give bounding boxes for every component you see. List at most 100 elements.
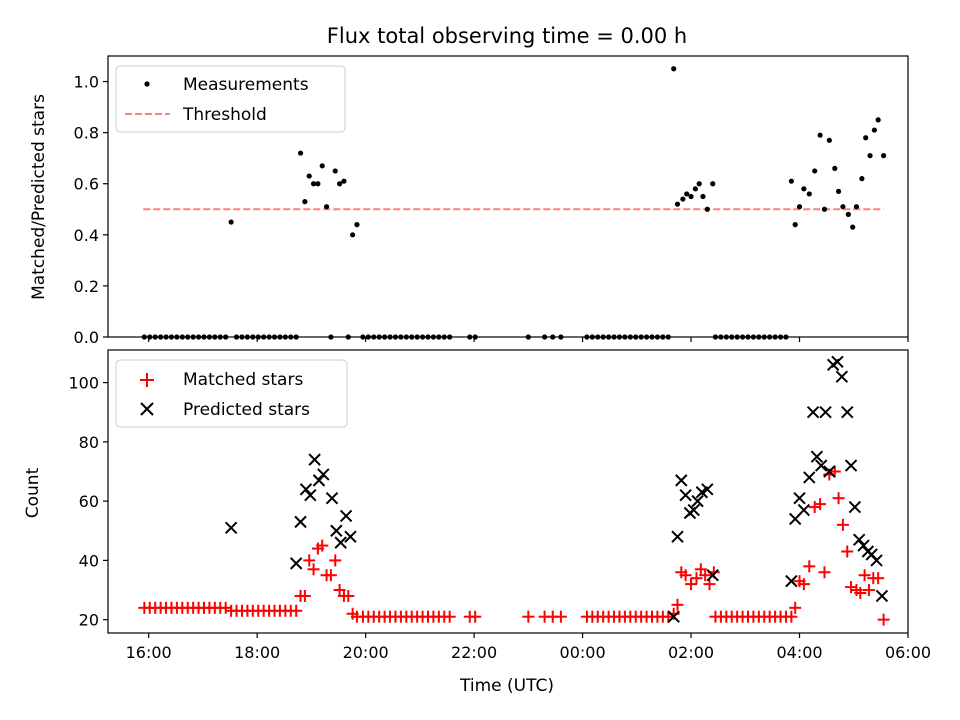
y-tick-label: 1.0 xyxy=(74,73,99,92)
measurement-point xyxy=(688,193,694,200)
measurement-point xyxy=(826,137,832,143)
measurement-point xyxy=(674,201,681,207)
measurement-point xyxy=(228,219,234,225)
predicted-star-marker xyxy=(334,536,347,549)
y-tick-label: 20 xyxy=(79,611,99,630)
measurement-point xyxy=(859,176,865,182)
x-tick-label: 16:00 xyxy=(126,643,172,662)
x-tick-label: 02:00 xyxy=(668,643,714,662)
predicted-star-marker xyxy=(701,483,714,496)
matched-star-marker xyxy=(845,581,858,594)
x-tick-label: 18:00 xyxy=(234,643,280,662)
measurement-point xyxy=(671,66,677,72)
matched-star-marker xyxy=(522,610,535,623)
measurement-point xyxy=(310,181,317,187)
matched-star-marker xyxy=(469,610,482,623)
predicted-star-marker xyxy=(823,465,836,478)
measurement-point xyxy=(832,165,838,171)
legend-label-threshold: Threshold xyxy=(182,105,267,125)
predicted-star-marker xyxy=(294,515,307,529)
bottom-y-axis-label: Count xyxy=(23,467,43,518)
y-tick-label: 100 xyxy=(68,374,99,393)
matched-star-marker xyxy=(808,501,821,514)
legend-marker-predicted xyxy=(140,402,154,416)
predicted-star-marker xyxy=(785,574,798,588)
plot-frame xyxy=(107,55,909,338)
matched-star-marker xyxy=(797,578,810,591)
matched-star-marker xyxy=(841,545,854,558)
top-panel: 0.0 0.2 0.4 0.6 0.8 1.0 Matched/Predicted sta… xyxy=(29,55,909,347)
matched-star-marker xyxy=(690,572,703,585)
matched-star-marker xyxy=(303,554,316,567)
x-axis-label: Time (UTC) xyxy=(459,676,554,696)
measurement-point xyxy=(845,211,851,217)
predicted-star-marker xyxy=(339,509,353,523)
measurement-point xyxy=(863,135,869,141)
x-tick-label: 00:00 xyxy=(560,643,606,662)
bottom-legend: Matched stars Predicted stars xyxy=(115,359,348,428)
predicted-star-marker xyxy=(344,530,357,543)
predicted-star-marker xyxy=(793,491,806,505)
legend-marker-measurements xyxy=(144,81,150,87)
measurement-point xyxy=(853,204,860,210)
measurement-point xyxy=(788,178,794,184)
predicted-star-marker xyxy=(671,530,684,543)
predicted-star-marker xyxy=(797,503,811,517)
y-tick-label: 60 xyxy=(79,492,99,511)
predicted-star-marker xyxy=(687,503,700,517)
top-y-axis-label: Matched/Predicted stars xyxy=(29,94,49,300)
matched-star-marker xyxy=(290,604,303,617)
measurement-point xyxy=(315,181,321,187)
measurement-point xyxy=(817,132,823,138)
predicted-star-marker xyxy=(831,355,844,369)
y-tick-label: 0.2 xyxy=(74,277,99,296)
matched-star-marker xyxy=(832,492,845,505)
y-tick-label: 0.0 xyxy=(74,328,99,347)
matched-star-marker xyxy=(443,610,456,623)
predicted-star-marker xyxy=(304,488,317,502)
measurement-point xyxy=(840,204,846,210)
matched-star-marker xyxy=(342,589,355,602)
measurement-point xyxy=(332,168,338,174)
predicted-star-marker xyxy=(330,524,343,537)
measurement-point xyxy=(880,153,887,159)
matched-star-marker xyxy=(329,554,342,567)
measurement-point xyxy=(875,117,881,123)
y-tick-label: 40 xyxy=(79,551,99,570)
top-legend: Measurements Threshold xyxy=(115,65,346,133)
matched-star-marker xyxy=(671,598,684,611)
predicted-star-marker xyxy=(299,483,313,496)
predicted-star-marker xyxy=(317,468,330,481)
matched-star-marker xyxy=(828,465,841,478)
matched-star-marker xyxy=(298,589,311,602)
predicted-star-marker xyxy=(308,453,321,466)
measurement-point xyxy=(812,168,818,174)
measurement-point xyxy=(684,191,690,197)
measurement-point xyxy=(696,181,702,187)
measurement-point xyxy=(801,186,807,192)
predicted-star-marker xyxy=(325,491,339,505)
measurement-point xyxy=(319,163,325,169)
predicted-star-marker xyxy=(806,406,820,419)
y-tick-label: 0.6 xyxy=(74,175,99,194)
measurement-point xyxy=(850,224,856,230)
measurement-point xyxy=(350,232,356,238)
measurement-point xyxy=(867,153,873,159)
bottom-panel: 16:00 18:00 20:00 22:00 00:00 02:00 04:00 06:00… xyxy=(23,349,931,696)
y-tick-label: 0.4 xyxy=(74,226,99,245)
predicted-star-marker xyxy=(675,474,688,487)
bottom-axes: 16:00 18:00 20:00 22:00 00:00 02:00 04:00 06:00… xyxy=(68,349,931,662)
measurement-point xyxy=(806,191,812,197)
predicted-star-marker xyxy=(803,471,816,484)
predicted-star-marker xyxy=(810,450,824,463)
matched-star-marker xyxy=(877,613,890,626)
measurement-point xyxy=(297,150,304,156)
matched-star-marker xyxy=(685,578,698,591)
x-tick-label: 22:00 xyxy=(451,643,497,662)
matched-star-marker xyxy=(862,584,875,597)
legend-label-matched: Matched stars xyxy=(183,370,303,390)
predicted-star-marker xyxy=(312,474,326,487)
measurement-point xyxy=(821,206,828,212)
predicted-star-marker xyxy=(844,459,858,472)
